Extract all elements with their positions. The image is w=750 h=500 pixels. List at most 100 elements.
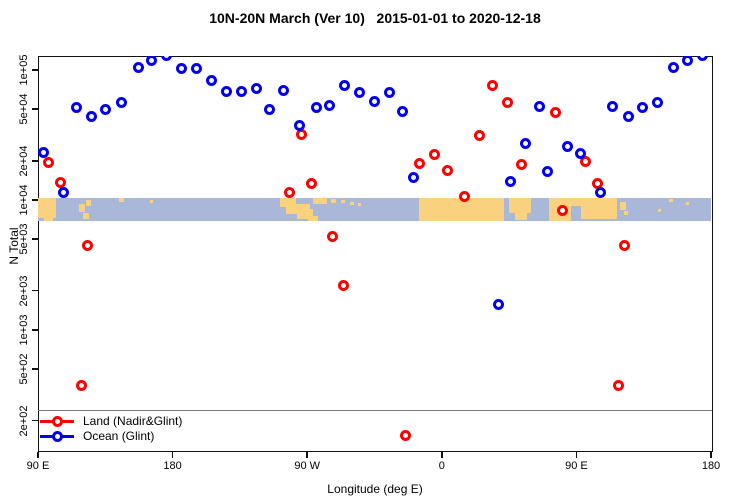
data-point-ocean	[161, 56, 173, 61]
y-tick-label: 1e+05	[18, 54, 30, 86]
map-band-land-blob	[624, 211, 628, 215]
x-tick	[171, 451, 174, 458]
data-point-ocean	[594, 187, 606, 199]
map-band-ocean	[38, 198, 711, 221]
y-tick	[32, 329, 38, 331]
data-point-ocean	[71, 102, 83, 114]
data-point-land	[413, 158, 425, 170]
data-point-land	[42, 157, 54, 169]
plot-border	[38, 56, 713, 452]
map-band-land-blob	[350, 202, 354, 205]
data-point-ocean	[264, 104, 276, 116]
data-point-ocean	[220, 86, 232, 98]
map-band-land-blob	[515, 213, 527, 220]
x-tick	[575, 451, 578, 458]
legend-item-ocean: Ocean (Glint)	[40, 430, 154, 442]
map-band-land-blob	[658, 209, 661, 212]
data-point-ocean	[324, 100, 336, 112]
data-point-ocean	[354, 87, 366, 99]
data-point-ocean	[407, 171, 419, 183]
data-point-ocean	[636, 102, 648, 114]
data-point-ocean	[505, 176, 517, 188]
data-point-ocean	[668, 62, 680, 74]
legend-label-land: Land (Nadir&Glint)	[83, 414, 183, 428]
data-point-ocean	[542, 166, 554, 178]
data-point-land	[612, 380, 624, 392]
data-point-ocean	[606, 101, 618, 113]
data-point-land	[75, 380, 87, 392]
x-tick-label: 90 E	[565, 460, 588, 472]
data-point-ocean	[681, 56, 693, 66]
data-point-land	[487, 80, 499, 92]
ocean-legend-symbol-icon	[40, 430, 74, 442]
map-band-land-blob	[86, 200, 91, 206]
data-point-land	[442, 165, 454, 177]
legend-divider	[38, 409, 712, 411]
x-axis-title: Longitude (deg E)	[327, 482, 423, 496]
data-point-ocean	[310, 102, 322, 114]
data-point-ocean	[277, 85, 289, 97]
data-point-land	[515, 159, 527, 171]
x-tick-label: 180	[163, 460, 182, 472]
map-band-land-blob	[313, 198, 327, 204]
data-point-land	[557, 205, 569, 217]
map-band-land-blob	[620, 202, 626, 210]
map-band-land-blob	[571, 198, 581, 206]
map-band-land-blob	[341, 200, 345, 203]
data-point-ocean	[383, 87, 395, 99]
data-point-ocean	[146, 56, 158, 66]
data-point-ocean	[99, 103, 111, 115]
data-point-ocean	[57, 186, 69, 198]
data-point-ocean	[533, 101, 545, 113]
x-tick	[306, 451, 308, 458]
chart-title: 10N-20N March (Ver 10) 2015-01-01 to 202…	[209, 10, 541, 26]
map-band-land-blob	[119, 198, 124, 202]
data-point-ocean	[369, 95, 380, 107]
data-point-ocean	[294, 120, 306, 132]
data-point-land	[549, 107, 561, 119]
data-point-ocean	[38, 147, 50, 159]
data-point-ocean	[205, 75, 217, 87]
map-band-land-blob	[150, 200, 153, 203]
y-tick	[32, 108, 38, 110]
data-point-ocean	[561, 141, 573, 153]
y-tick-label: 1e+03	[18, 314, 30, 346]
map-band-land-blob	[297, 209, 313, 219]
x-tick	[441, 451, 443, 458]
map-band-land-blob	[509, 198, 531, 213]
map-band-land-blob	[83, 213, 89, 219]
y-tick	[32, 419, 38, 422]
data-point-ocean	[696, 56, 708, 61]
y-tick	[32, 238, 38, 240]
data-point-land	[502, 97, 514, 109]
data-point-ocean	[623, 111, 635, 123]
y-tick-label: 2e+02	[18, 405, 30, 437]
x-tick	[710, 451, 712, 458]
map-band-land-blob	[358, 203, 361, 206]
map-band-land-blob	[44, 214, 53, 221]
legend-label-ocean: Ocean (Glint)	[83, 429, 155, 443]
map-band-land-blob	[686, 202, 689, 205]
map-band-land-blob	[669, 199, 673, 202]
y-tick	[32, 199, 38, 201]
y-tick-label: 1e+04	[18, 184, 30, 216]
y-tick-label: 5e+03	[18, 223, 30, 255]
data-point-ocean	[176, 63, 188, 75]
legend-item-land: Land (Nadir&Glint)	[40, 415, 182, 427]
map-band-land-blob	[79, 204, 85, 212]
plot-area	[38, 56, 711, 450]
map-band-land-blob	[308, 216, 318, 221]
data-point-ocean	[235, 86, 247, 98]
data-point-ocean	[520, 137, 532, 149]
data-point-ocean	[651, 96, 663, 108]
data-point-land	[473, 130, 485, 142]
data-point-land	[295, 129, 307, 141]
data-point-ocean	[132, 62, 144, 74]
map-band-land-blob	[419, 198, 504, 221]
data-point-ocean	[86, 111, 98, 123]
x-tick-label: 180	[701, 460, 721, 472]
y-tick	[32, 289, 38, 292]
data-point-land	[579, 156, 591, 168]
land-legend-symbol-icon	[40, 415, 74, 427]
data-point-land	[458, 191, 470, 203]
